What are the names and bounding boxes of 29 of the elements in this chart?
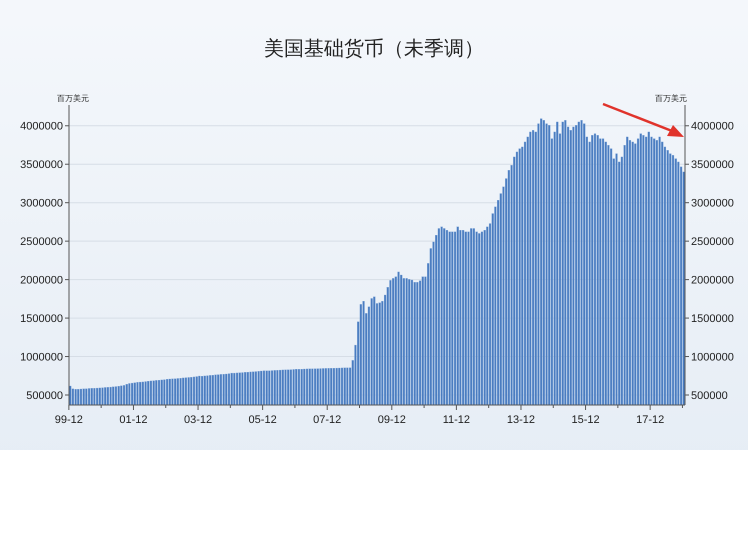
y2-axis-title: 百万美元 — [655, 94, 687, 103]
x-tick-label: 09-12 — [378, 414, 406, 426]
x-tick-label: 17-12 — [636, 414, 664, 426]
y2-tick-label: 3000000 — [691, 198, 734, 210]
y-tick-label: 3500000 — [20, 159, 63, 172]
y-tick-label: 1500000 — [20, 312, 63, 325]
x-tick-label: 13-12 — [506, 414, 536, 426]
y-tick-label: 2500000 — [20, 236, 63, 248]
x-tick-label: 01-12 — [119, 414, 148, 426]
y-tick-label: 1000000 — [20, 351, 63, 364]
y2-tick-label: 3500000 — [691, 159, 734, 172]
y-tick-label: 500000 — [26, 390, 63, 402]
y2-tick-label: 500000 — [691, 390, 728, 402]
y-tick-label: 3000000 — [20, 198, 63, 210]
x-tick-label: 15-12 — [571, 414, 600, 426]
y-axis-title: 百万美元 — [57, 94, 89, 103]
x-tick-label: 05-12 — [248, 414, 277, 426]
x-tick-label: 11-12 — [442, 414, 470, 426]
x-tick-label: 99-12 — [54, 414, 83, 426]
y2-tick-label: 4000000 — [691, 120, 734, 133]
y2-tick-label: 2000000 — [691, 274, 734, 286]
y2-tick-label: 1000000 — [691, 351, 734, 364]
y2-tick-label: 1500000 — [691, 312, 734, 325]
chart-title: 美国基础货币（未季调） — [264, 37, 484, 60]
y-tick-label: 2000000 — [20, 274, 63, 286]
x-tick-label: 03-12 — [184, 414, 212, 426]
y2-tick-label: 2500000 — [691, 236, 734, 248]
y-tick-label: 4000000 — [20, 120, 63, 133]
x-tick-label: 07-12 — [313, 414, 342, 426]
